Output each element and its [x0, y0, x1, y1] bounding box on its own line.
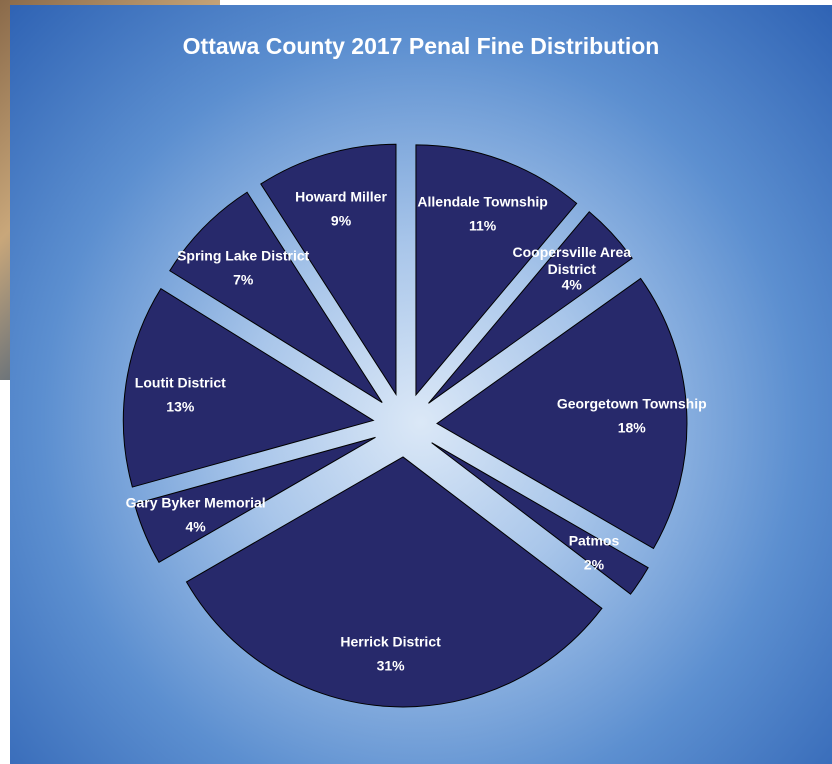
slice-label: Gary Byker Memorial: [125, 494, 266, 511]
slice-label: Patmos: [568, 532, 620, 549]
chart: [122, 143, 688, 708]
slice-label: Spring Lake District: [177, 247, 310, 264]
chart-panel: Ottawa County 2017 Penal Fine Distributi…: [10, 5, 832, 764]
slice-label: Allendale Township: [417, 193, 548, 210]
slice-value-label: 4%: [561, 276, 582, 293]
slice-value-label: 13%: [166, 398, 195, 415]
slice-value-label: 11%: [469, 217, 497, 234]
slice-value-label: 18%: [617, 419, 646, 436]
slice-label: Herrick District: [340, 633, 441, 650]
slice-value-label: 4%: [185, 518, 206, 535]
pie-slice: [185, 456, 603, 708]
chart-title: Ottawa County 2017 Penal Fine Distributi…: [182, 33, 660, 59]
slice-label: Loutit District: [134, 374, 226, 391]
slice-label: Coopersville Area District: [512, 243, 632, 277]
pie-slice: [428, 211, 633, 404]
slice-label: Howard Miller: [295, 188, 387, 205]
pie-slice: [436, 277, 688, 550]
pie-slice: [415, 144, 578, 397]
slice-value-label: 31%: [376, 657, 405, 674]
slice-value-label: 9%: [330, 212, 352, 229]
slice-label: Georgetown Township: [556, 395, 707, 412]
pie-slice: [431, 442, 649, 595]
pie-slice: [169, 191, 383, 403]
pie-slice: [260, 143, 397, 396]
pie-slice: [133, 436, 376, 564]
pie-slice: [122, 287, 375, 488]
slice-value-label: 7%: [233, 271, 254, 288]
slice-value-label: 2%: [583, 556, 605, 573]
